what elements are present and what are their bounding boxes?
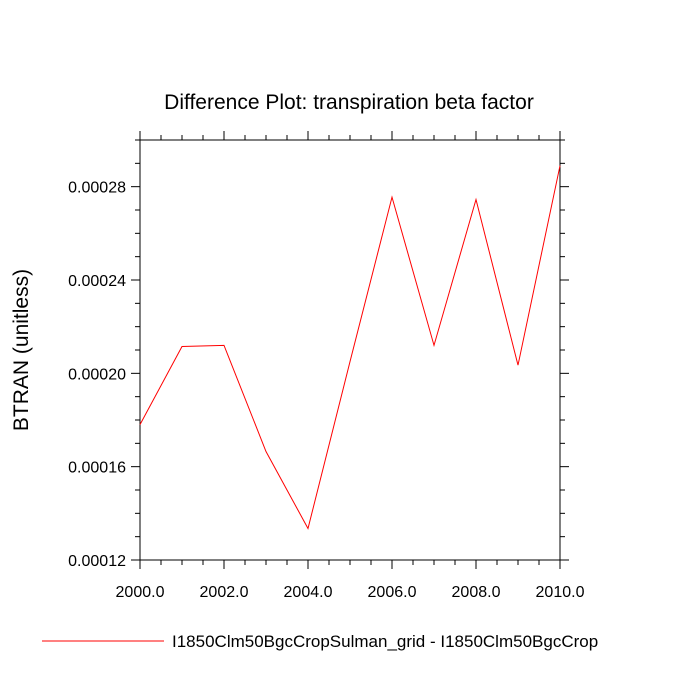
x-tick-label: 2010.0 [536, 584, 585, 601]
x-tick-label: 2008.0 [452, 584, 501, 601]
y-tick-label: 0.00016 [68, 460, 126, 477]
y-tick-label: 0.00020 [68, 366, 126, 383]
y-tick-label: 0.00012 [68, 553, 126, 570]
y-axis-label: BTRAN (unitless) [10, 269, 33, 431]
plot-frame [139, 139, 561, 561]
x-tick-label: 2002.0 [200, 584, 249, 601]
axis-ticks [131, 131, 569, 569]
x-axis-tick-labels: 2000.0 2002.0 2004.0 2006.0 2008.0 2010.0 [116, 584, 585, 601]
y-tick-label: 0.00024 [68, 273, 126, 290]
legend: I1850Clm50BgcCropSulman_grid - I1850Clm5… [42, 632, 598, 651]
series-line [139, 165, 561, 530]
y-tick-label: 0.00028 [68, 180, 126, 197]
x-tick-label: 2004.0 [284, 584, 333, 601]
x-tick-label: 2000.0 [116, 584, 165, 601]
x-tick-label: 2006.0 [368, 584, 417, 601]
legend-label: I1850Clm50BgcCropSulman_grid - I1850Clm5… [172, 632, 598, 651]
series-lines [139, 165, 561, 530]
chart-title: Difference Plot: transpiration beta fact… [164, 91, 534, 114]
y-axis-tick-labels: 0.00012 0.00016 0.00020 0.00024 0.00028 [68, 180, 126, 570]
